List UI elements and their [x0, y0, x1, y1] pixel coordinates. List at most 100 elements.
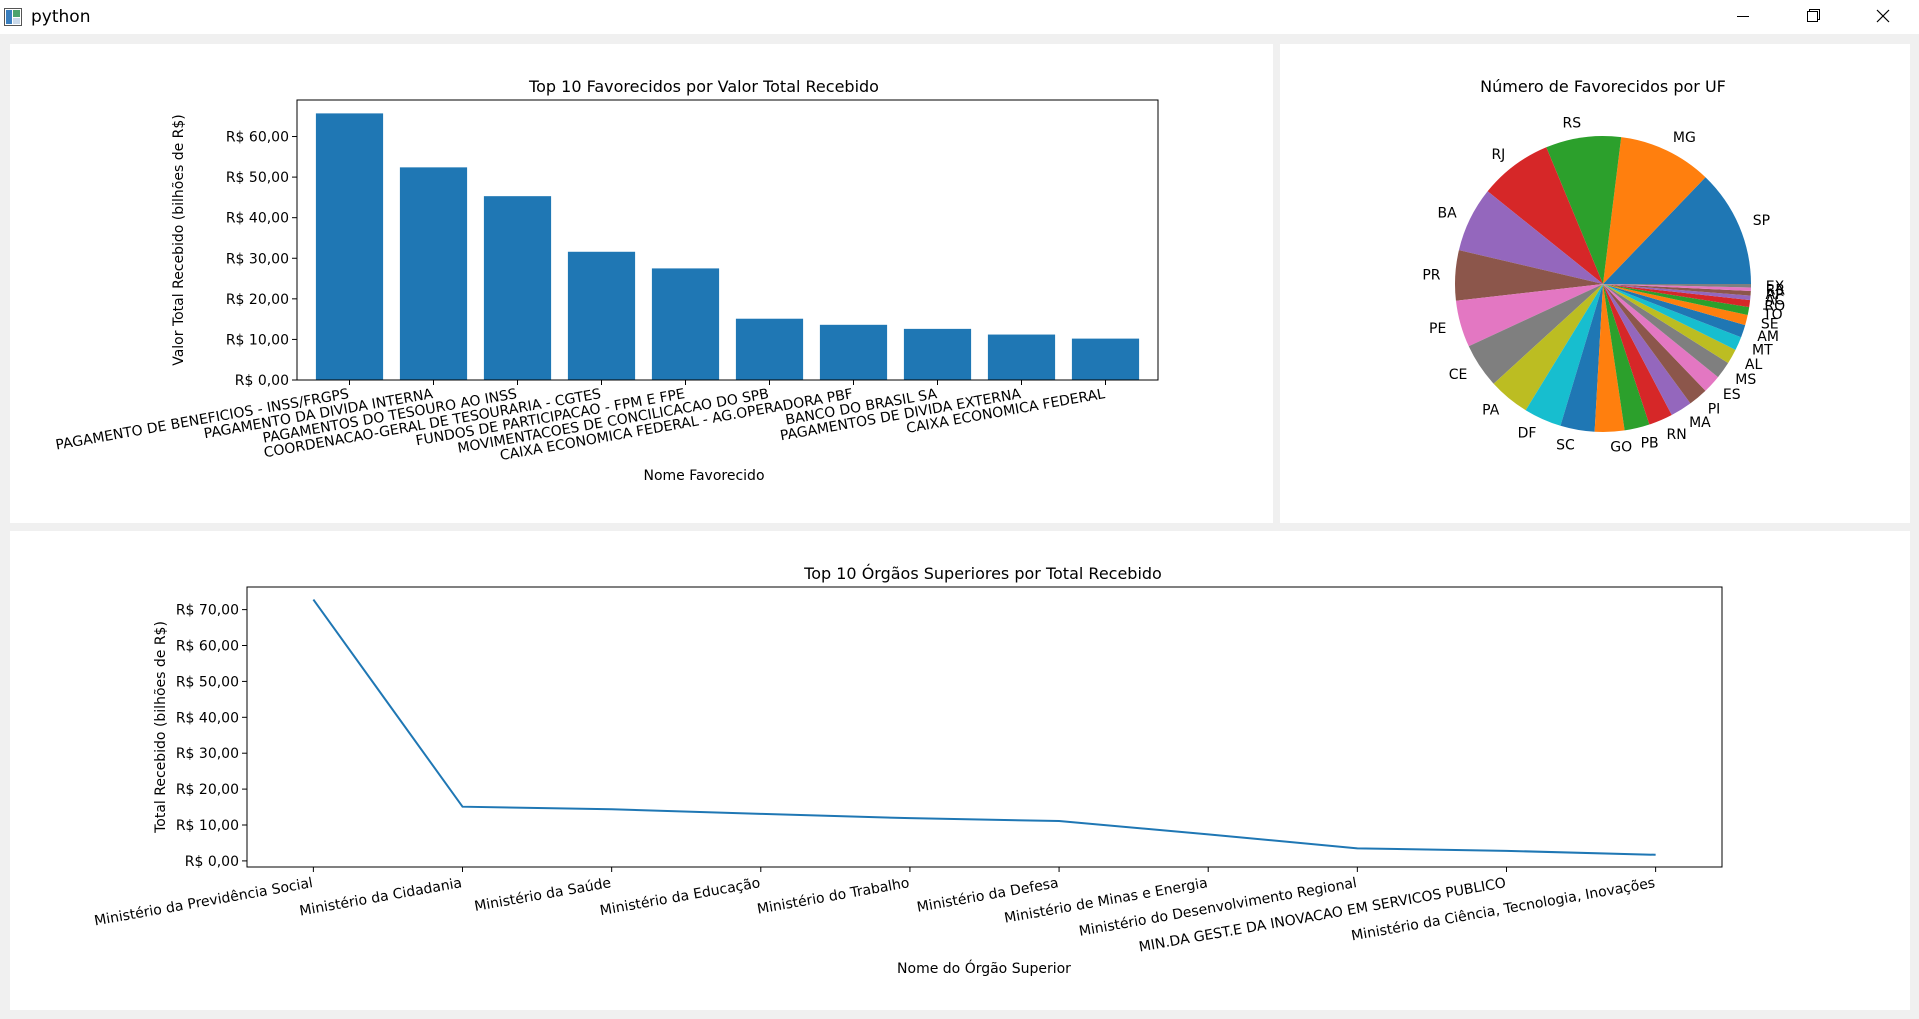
pie-slice: [1603, 284, 1750, 316]
line-chart-title: Top 10 Órgãos Superiores por Total Receb…: [803, 564, 1162, 583]
pie-slice: [1603, 284, 1751, 301]
minimize-icon: [1737, 16, 1749, 17]
line-series: [312, 598, 1656, 856]
bar-mark: [735, 318, 804, 380]
line-chart-ylabel: Total Recebido (bilhões de R$): [153, 621, 169, 834]
pie-slice-label: PA: [1482, 403, 1500, 419]
line-ytick-label: R$ 20,00: [176, 782, 239, 798]
pie-slice-label: MT: [1752, 343, 1773, 359]
line-plot-frame: [246, 586, 1723, 868]
window-titlebar: python: [0, 0, 1919, 34]
pie-slice: [1455, 284, 1603, 347]
bar-ytick-label: R$ 30,00: [226, 251, 289, 267]
python-app-icon: [4, 8, 22, 26]
line-ytick-label: R$ 70,00: [176, 603, 239, 619]
bar-mark: [483, 196, 552, 380]
bar-ytick-label: R$ 60,00: [226, 130, 289, 146]
bar-chart-panel: Top 10 Favorecidos por Valor Total Receb…: [10, 44, 1273, 523]
pie-chart-title: Número de Favorecidos por UF: [1480, 77, 1726, 96]
pie-slice-label: RJ: [1491, 147, 1505, 163]
close-button[interactable]: [1860, 0, 1906, 34]
pie-slice-label: ES: [1723, 387, 1741, 403]
pie-slice: [1487, 147, 1603, 284]
pie-slice-label: CE: [1449, 367, 1468, 383]
pie-slice-label: EX: [1766, 279, 1785, 295]
pie-slice-label: PB: [1641, 435, 1659, 451]
bar-mark: [399, 167, 468, 380]
bar-plot-frame: [296, 99, 1159, 381]
bar-mark: [315, 113, 384, 380]
pie-slice: [1603, 284, 1719, 391]
pie-slice-label: DF: [1518, 426, 1537, 442]
pie-slice-label: RS: [1562, 116, 1581, 132]
bar-ytick-label: R$ 50,00: [226, 170, 289, 186]
bar-mark: [819, 324, 888, 380]
pie-slice-label: AL: [1745, 357, 1763, 373]
bar-ytick-label: R$ 20,00: [226, 292, 289, 308]
line-ytick-label: R$ 0,00: [185, 854, 239, 870]
pie-slice: [1603, 284, 1650, 431]
bar-ytick-label: R$ 0,00: [235, 373, 289, 389]
pie-slice: [1603, 284, 1729, 378]
pie-slice: [1603, 284, 1751, 296]
pie-slice-label: GO: [1610, 440, 1632, 456]
line-ytick-label: R$ 30,00: [176, 746, 239, 762]
bar-ytick-label: R$ 40,00: [226, 211, 289, 227]
pie-slice: [1603, 284, 1746, 338]
pie-slice-label: SC: [1556, 437, 1575, 453]
pie-slice: [1603, 284, 1751, 288]
pie-slice-label: MA: [1689, 415, 1711, 431]
pie-slice-label: PE: [1429, 321, 1446, 337]
line-xtick-label: Ministério da Previdência Social: [93, 875, 314, 929]
pie-slice-label: RN: [1667, 427, 1687, 443]
pie-slice: [1546, 135, 1622, 284]
pie-slice-label: MG: [1673, 130, 1696, 146]
line-ytick-label: R$ 60,00: [176, 639, 239, 655]
bar-mark: [1071, 338, 1140, 380]
line-xtick-label: Ministério da Cidadania: [298, 875, 463, 919]
bar-mark: [651, 268, 720, 380]
pie-slice-label: RO: [1764, 299, 1785, 315]
pie-slice: [1560, 284, 1603, 432]
minimize-button[interactable]: [1720, 0, 1766, 34]
pie-slice: [1493, 284, 1603, 411]
pie-slice-label: SE: [1761, 317, 1779, 333]
line-xtick-label: Ministério do Trabalho: [756, 875, 911, 918]
pie-slice: [1594, 284, 1625, 432]
pie-slice-label: PR: [1422, 268, 1440, 284]
pie-slice: [1603, 284, 1748, 326]
pie-slice: [1603, 177, 1751, 284]
pie-slice-label: MS: [1735, 372, 1756, 388]
bar-mark: [903, 328, 972, 380]
pie-slice-label: BA: [1438, 206, 1458, 222]
pie-slice: [1603, 284, 1736, 364]
bar-chart-ylabel: Valor Total Recebido (bilhões de R$): [171, 114, 187, 366]
pie-slice: [1603, 284, 1742, 350]
pie-slice: [1455, 250, 1603, 301]
restore-button[interactable]: [1790, 0, 1836, 34]
pie-slice-label: RR: [1766, 283, 1786, 299]
line-xtick-label: Ministério da Saúde: [473, 875, 612, 915]
pie-slice: [1603, 137, 1706, 284]
pie-slice: [1603, 284, 1751, 308]
bar-mark: [987, 334, 1056, 380]
pie-slice: [1603, 284, 1691, 416]
pie-slice: [1458, 191, 1603, 284]
pie-slice: [1603, 284, 1706, 404]
window-title: python: [31, 7, 91, 27]
line-chart: Top 10 Órgãos Superiores por Total Receb…: [93, 564, 1723, 977]
restore-icon: [1807, 9, 1820, 22]
pie-slice: [1603, 284, 1751, 291]
line-chart-xlabel: Nome do Órgão Superior: [897, 959, 1071, 977]
line-ytick-label: R$ 50,00: [176, 674, 239, 690]
close-icon: [1876, 9, 1890, 23]
pie-slice-label: AC: [1765, 292, 1784, 308]
pie-slice-label: TO: [1762, 307, 1783, 323]
pie-slice-label: AM: [1757, 329, 1779, 345]
bar-chart-xlabel: Nome Favorecido: [643, 468, 764, 484]
pie-slice-label: SP: [1753, 213, 1770, 229]
line-ytick-label: R$ 10,00: [176, 818, 239, 834]
bar-chart-title: Top 10 Favorecidos por Valor Total Receb…: [528, 77, 879, 96]
line-ytick-label: R$ 40,00: [176, 710, 239, 726]
line-xtick-label: Ministério da Educação: [599, 875, 762, 919]
